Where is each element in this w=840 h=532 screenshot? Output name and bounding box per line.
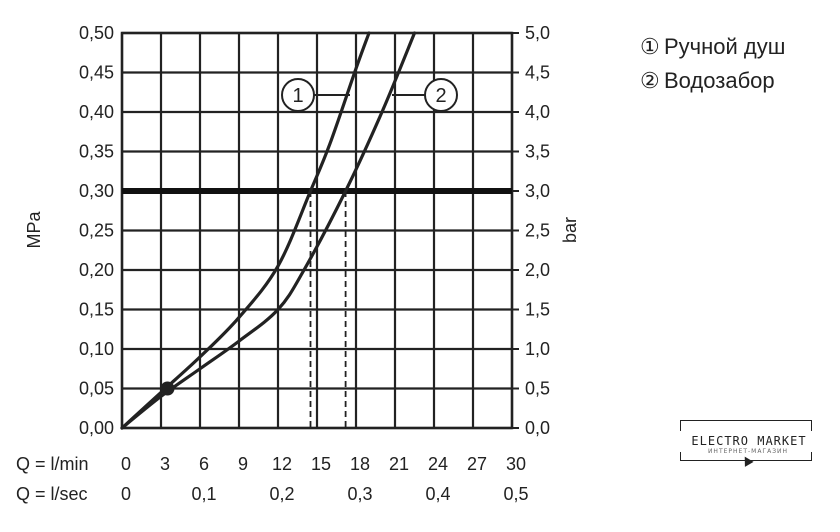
y-right-tick-label: 2,5 — [525, 221, 550, 241]
y-right-tick-label: 1,5 — [525, 300, 550, 320]
callout-circle-1 — [281, 78, 315, 112]
watermark-text: ELECTRO MARKET — [691, 434, 807, 448]
y-right-tick-label: 3,5 — [525, 142, 550, 162]
x-primary-tick-label: 27 — [467, 454, 487, 474]
y-right-tick-label: 0,5 — [525, 379, 550, 399]
legend-item-hand-shower: ① Ручной душ — [640, 30, 835, 64]
y-right-tick-label: 4,0 — [525, 102, 550, 122]
x-secondary-tick-label: 0,5 — [503, 484, 528, 504]
y-left-tick-label: 0,40 — [79, 102, 114, 122]
legend-label-hand-shower: Ручной душ — [664, 34, 786, 59]
y-right-tick-label: 2,0 — [525, 260, 550, 280]
y-right-tick-label: 4,5 — [525, 63, 550, 83]
x-secondary-tick-label: 0,4 — [425, 484, 450, 504]
callout-label-2: 2 — [435, 85, 446, 107]
y-right-tick-label: 5,0 — [525, 23, 550, 43]
x-primary-tick-label: 24 — [428, 454, 448, 474]
x-primary-tick-label: 12 — [272, 454, 292, 474]
x-primary-axis-title: Q = l/min — [16, 454, 89, 474]
legend-number-2: ② — [640, 68, 660, 93]
y-left-tick-label: 0,20 — [79, 260, 114, 280]
y-left-tick-label: 0,35 — [79, 142, 114, 162]
legend-number-1: ① — [640, 34, 660, 59]
x-primary-tick-label: 0 — [121, 454, 131, 474]
x-primary-tick-label: 3 — [160, 454, 170, 474]
curve-series-1 — [120, 31, 371, 430]
x-secondary-tick-label: 0,1 — [191, 484, 216, 504]
y-right-axis-title: bar — [560, 217, 580, 243]
legend-label-water-outlet: Водозабор — [664, 68, 775, 93]
y-left-tick-label: 0,15 — [79, 300, 114, 320]
plot-frame — [120, 31, 514, 430]
y-left-tick-label: 0,50 — [79, 23, 114, 43]
legend-item-water-outlet: ② Водозабор — [640, 64, 835, 98]
watermark-subtext: ИНТЕРНЕТ-МАГАЗИН — [707, 448, 789, 455]
x-primary-tick-label: 30 — [506, 454, 526, 474]
x-secondary-tick-label: 0,3 — [347, 484, 372, 504]
x-primary-tick-label: 18 — [350, 454, 370, 474]
y-left-tick-label: 0,25 — [79, 221, 114, 241]
x-primary-tick-label: 21 — [389, 454, 409, 474]
callout-circle-2 — [424, 78, 458, 112]
x-secondary-tick-label: 0 — [121, 484, 131, 504]
y-left-tick-label: 0,10 — [79, 339, 114, 359]
x-primary-tick-label: 9 — [238, 454, 248, 474]
y-left-tick-label: 0,45 — [79, 63, 114, 83]
watermark-frame-top — [680, 420, 812, 431]
y-left-axis-title: MPa — [24, 211, 44, 249]
y-right-tick-label: 1,0 — [525, 339, 550, 359]
data-point-marker — [160, 381, 175, 396]
x-secondary-axis-title: Q = l/sec — [16, 484, 88, 504]
watermark-logo: ELECTRO MARKET ИНТЕРНЕТ-МАГАЗИН — [668, 420, 830, 467]
x-secondary-tick-label: 0,2 — [269, 484, 294, 504]
legend: ① Ручной душ ② Водозабор — [640, 30, 835, 98]
y-left-tick-label: 0,30 — [79, 181, 114, 201]
y-left-tick-label: 0,00 — [79, 418, 114, 438]
watermark-frame-bottom — [680, 452, 812, 461]
x-primary-tick-label: 6 — [199, 454, 209, 474]
curve-series-2 — [120, 31, 417, 430]
y-left-tick-label: 0,05 — [79, 379, 114, 399]
callout-label-1: 1 — [292, 85, 303, 107]
y-right-tick-label: 0,0 — [525, 418, 550, 438]
x-primary-tick-label: 15 — [311, 454, 331, 474]
y-right-tick-label: 3,0 — [525, 181, 550, 201]
